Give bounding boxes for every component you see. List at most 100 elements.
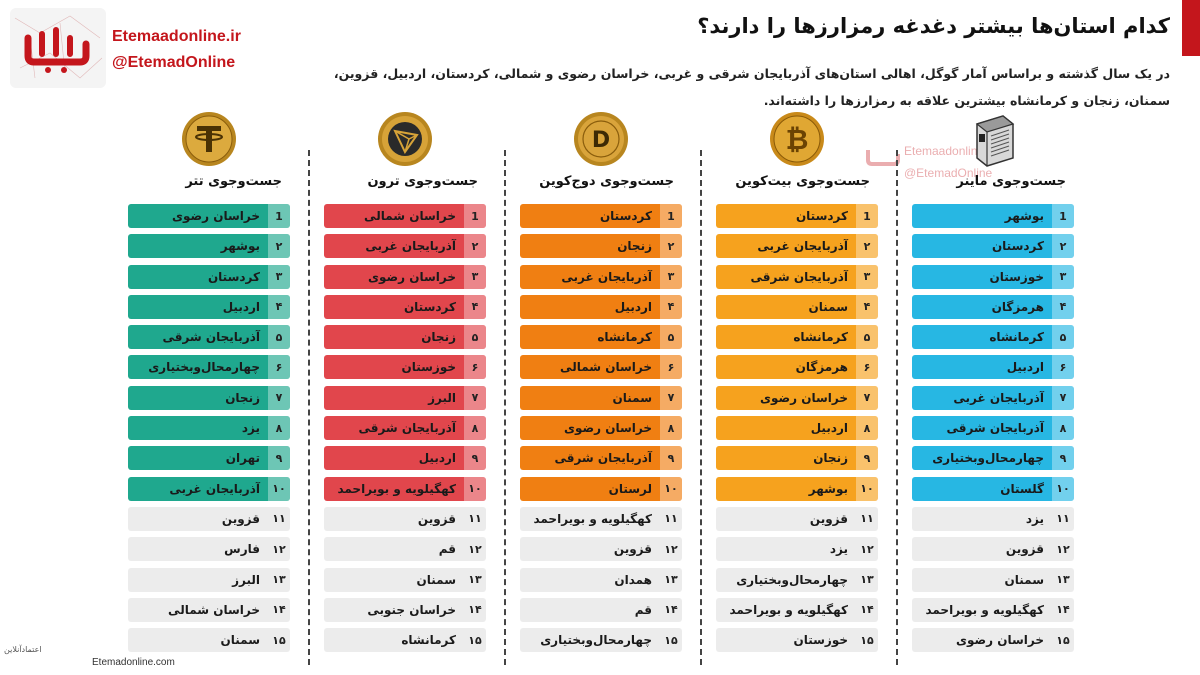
list-item: ۵ کرمانشاه	[716, 325, 878, 350]
province-name: سمنان	[808, 299, 849, 314]
rank-number: ۲	[268, 234, 290, 259]
list-item: ۹ تهران	[128, 446, 290, 471]
rank-number: ۶	[660, 355, 682, 380]
tether-icon	[179, 110, 239, 168]
province-name: کردستان	[599, 209, 652, 223]
province-name: هرمزگان	[795, 360, 848, 375]
province-name: اردبیل	[1006, 360, 1044, 375]
province-name: زنجان	[813, 451, 848, 466]
list-item: ۱۴ کهگیلویه و بویراحمد	[716, 597, 878, 622]
rank-number: ۸	[856, 416, 878, 441]
rank-number: ۴	[856, 294, 878, 319]
province-name: خوزستان	[401, 360, 456, 375]
province-name: قزوین	[1005, 542, 1044, 557]
rank-number: ۱۱	[1056, 512, 1070, 526]
tron-icon	[375, 110, 435, 168]
footer-site[interactable]: Etemadonline.com	[92, 657, 175, 668]
province-name: سمنان	[1004, 572, 1045, 587]
brand-site[interactable]: Etemaadonline.ir	[112, 28, 241, 45]
list-item: ۱۰ بوشهر	[716, 476, 878, 501]
rank-number: ۵	[268, 325, 290, 350]
page-title: کدام استان‌ها بیشتر دغدغه رمزارزها را دا…	[697, 14, 1170, 38]
rank-number: ۱۱	[272, 512, 286, 526]
province-name: خراسان شمالی	[560, 360, 652, 375]
rank-number: ۵	[660, 325, 682, 350]
rank-number: ۶	[464, 355, 486, 380]
list-item: ۷ زنجان	[128, 385, 290, 410]
rank-number: ۱۰	[464, 476, 486, 501]
rank-number: ۱۰	[660, 476, 682, 501]
province-name: یزد	[1025, 511, 1044, 526]
province-name: خوزستان	[793, 633, 848, 648]
province-name: خراسان رضوی	[368, 269, 456, 284]
brand-handle[interactable]: @EtemadOnline	[112, 54, 236, 71]
rank-number: ۹	[268, 446, 290, 471]
province-name: لرستان	[608, 481, 652, 496]
province-name: قزوین	[613, 542, 652, 557]
province-name: خراسان رضوی	[956, 633, 1044, 648]
list-item: ۱۱ قزوین	[716, 506, 878, 531]
list-item: ۱۰ لرستان	[520, 476, 682, 501]
province-name: اردبیل	[418, 451, 456, 466]
province-name: کهگیلویه و بویراحمد	[337, 481, 456, 496]
rank-number: ۱۱	[664, 512, 678, 526]
brand-block: Etemaadonline.ir @EtemadOnline	[112, 24, 241, 76]
province-name: آذربایجان غربی	[561, 269, 652, 284]
list-item: ۵ کرمانشاه	[912, 325, 1074, 350]
list-item: ۲ کردستان	[912, 234, 1074, 259]
province-name: اردبیل	[614, 299, 652, 314]
rank-number: ۱۰	[1052, 476, 1074, 501]
rank-number: ۱۳	[468, 573, 482, 587]
province-name: کردستان	[207, 269, 260, 284]
list-item: ۷ آذربایجان غربی	[912, 385, 1074, 410]
svg-text:₿: ₿	[786, 123, 809, 156]
province-name: آذربایجان شرقی	[750, 269, 848, 284]
miner-device-icon	[963, 110, 1023, 168]
list-item: ۸ آذربایجان شرقی	[324, 416, 486, 441]
list-item: ۸ یزد	[128, 416, 290, 441]
province-name: سمنان	[220, 633, 261, 648]
column-divider	[308, 150, 310, 665]
rank-number: ۱۵	[272, 633, 286, 647]
list-item: ۱۱ قزوین	[324, 506, 486, 531]
rank-number: ۷	[1052, 385, 1074, 410]
list-item: ۲ زنجان	[520, 234, 682, 259]
province-name: گلستان	[1000, 481, 1044, 496]
rank-number: ۵	[856, 325, 878, 350]
province-name: خراسان جنوبی	[367, 602, 456, 617]
list-item: ۱۴ خراسان جنوبی	[324, 597, 486, 622]
province-name: چهارمحال‌وبختیاری	[540, 633, 652, 648]
province-name: آذربایجان غربی	[365, 239, 456, 254]
province-name: کرمانشاه	[597, 330, 652, 345]
province-name: چهارمحال‌وبختیاری	[932, 451, 1044, 466]
province-name: خراسان رضوی	[760, 390, 848, 405]
list-item: 1 خراسان شمالی	[324, 204, 486, 228]
list-item: ۱۰ کهگیلویه و بویراحمد	[324, 476, 486, 501]
list-item: ۱۵ کرمانشاه	[324, 628, 486, 653]
list-item: ۹ آذربایجان شرقی	[520, 446, 682, 471]
province-name: اردبیل	[222, 299, 260, 314]
province-name: قزوین	[221, 511, 260, 526]
rank-number: ۱۰	[268, 476, 290, 501]
column-title: جست‌وجوی بیت‌کوین	[735, 174, 870, 189]
list-item: 1 خراسان رضوی	[128, 204, 290, 228]
rank-number: ۸	[268, 416, 290, 441]
column-dogecoin: D جست‌وجوی دوج‌کوین 1 کردستان ۲ زنجان ۳ آذربا…	[520, 110, 682, 665]
rank-number: ۱۵	[468, 633, 482, 647]
list-item: 1 بوشهر	[912, 204, 1074, 228]
list-item: ۴ هرمزگان	[912, 294, 1074, 319]
rank-number: ۱۴	[1056, 603, 1070, 617]
province-name: خراسان رضوی	[564, 421, 652, 436]
list-item: ۱۱ قزوین	[128, 506, 290, 531]
svg-text:D: D	[592, 128, 610, 153]
province-name: قزوین	[417, 511, 456, 526]
list-item: ۶ چهارمحال‌وبختیاری	[128, 355, 290, 380]
list-item: ۱۱ کهگیلویه و بویراحمد	[520, 506, 682, 531]
rank-number: ۱۰	[856, 476, 878, 501]
province-name: همدان	[614, 572, 652, 587]
list-item: 1 کردستان	[716, 204, 878, 228]
province-name: آذربایجان غربی	[953, 390, 1044, 405]
rank-number: ۴	[464, 294, 486, 319]
rank-number: ۳	[268, 264, 290, 289]
rank-number: 1	[856, 204, 878, 228]
